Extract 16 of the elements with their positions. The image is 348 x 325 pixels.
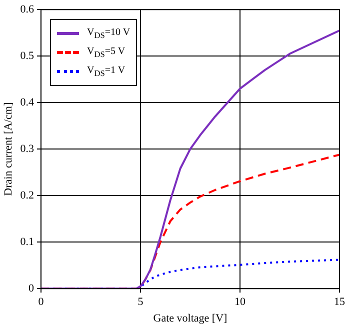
x-tick-label: 15 xyxy=(334,296,346,308)
x-tick-label: 0 xyxy=(38,296,44,308)
y-axis-title: Drain current [A/cm] xyxy=(2,102,14,196)
y-tick-label: 0.5 xyxy=(20,50,34,62)
y-tick-label: 0.3 xyxy=(20,142,34,155)
y-tick-label: 0.4 xyxy=(20,96,34,108)
y-tick-label: 0.6 xyxy=(20,3,34,16)
legend-label: V$_{DS}$=1 V xyxy=(87,65,126,78)
legend-label: V$_{DS}$=5 V xyxy=(87,46,126,59)
x-axis-title: Gate voltage [V] xyxy=(153,312,228,324)
x-tick-label: 10 xyxy=(234,296,246,308)
y-tick-label: 0 xyxy=(28,282,34,294)
y-tick-label: 0.1 xyxy=(20,236,34,248)
legend-label: V$_{DS}$=10 V xyxy=(87,27,130,40)
y-tick-label: 0.2 xyxy=(20,189,34,202)
x-tick-label: 5 xyxy=(138,296,144,308)
